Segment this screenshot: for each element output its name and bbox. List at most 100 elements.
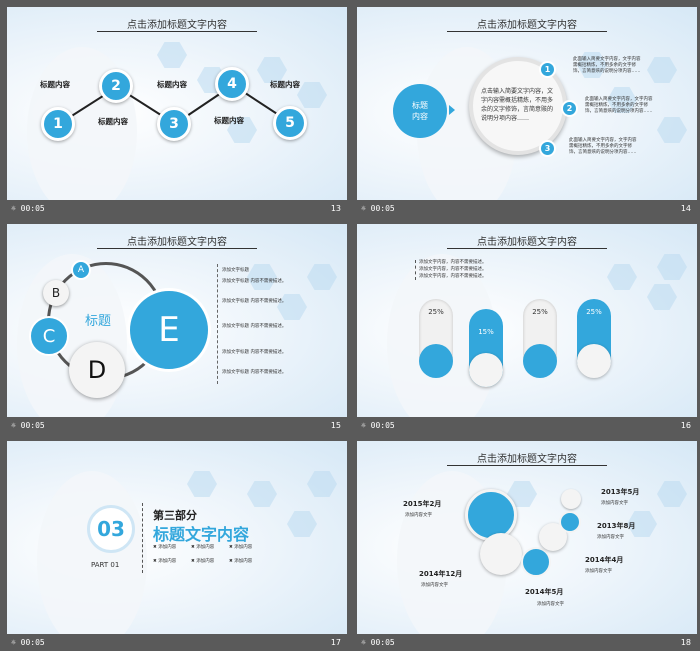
letter-a[interactable]: A (71, 260, 91, 280)
bg-hex-icon (607, 87, 637, 113)
percent-knob (469, 353, 503, 387)
percent-fill (419, 344, 453, 378)
add-item: ✖ 添加内容 (153, 545, 177, 550)
node-4[interactable]: 4 (215, 67, 249, 101)
slide-caption: ☼ 00:05 16 (357, 417, 697, 434)
timeline-date: 2015年2月 (403, 500, 442, 508)
slide-thumbnail-17[interactable]: 03 PART 01 第三部分 标题文字内容 ✖ 添加内容 ✖ 添加内容 ✖ 添… (7, 441, 347, 651)
add-item: ✖ 添加内容 (153, 559, 177, 564)
node-label: 标题内容 (270, 80, 300, 89)
bg-hex-icon (247, 481, 277, 507)
slide-title: 点击添加标题文字内容 (477, 237, 577, 248)
percent-label: 25% (532, 308, 548, 316)
item-note: 此面输入简要文字内容，文字内容需概括精炼，不用多余的文字修饰，言简意赅的说明分项… (569, 138, 637, 155)
slide-canvas: 点击添加标题文字内容 1 2 3 4 5 标题内容 标题内容 标题内容 标题内容… (7, 7, 347, 200)
item-1-badge[interactable]: 1 (539, 61, 556, 78)
bg-hex-icon (657, 481, 687, 507)
letter-d[interactable]: D (69, 342, 125, 398)
hand-image (37, 471, 147, 634)
title-underline (97, 31, 257, 32)
slide-thumbnail-14[interactable]: 点击添加标题文字内容 标题 内容 点击输入简要文字内容，文字内容需概括精炼，不用… (357, 7, 697, 217)
node-label: 标题内容 (214, 116, 244, 125)
add-item: ✖ 添加内容 (229, 559, 253, 564)
list-item: 添加文字标题 内容不需要描述。 (222, 324, 287, 329)
title-underline (447, 31, 607, 32)
percent-label: 25% (586, 308, 602, 316)
bg-hex-icon (287, 511, 317, 537)
percent-label: 25% (428, 308, 444, 316)
timeline-sub: 添加内容文字 (405, 513, 432, 518)
add-item: ✖ 添加内容 (191, 545, 215, 550)
bg-hex-icon (307, 264, 337, 290)
timing-label: ☼ 00:05 (11, 421, 45, 430)
slide-caption: ☼ 00:05 17 (7, 634, 347, 651)
node-label: 标题内容 (157, 80, 187, 89)
section-divider (142, 503, 144, 573)
content-body: 点击输入简要文字内容，文字内容需概括精炼，不用多余的文字修饰，言简意赅的说明分项… (481, 88, 554, 122)
bg-hex-icon (657, 117, 687, 143)
node-1[interactable]: 1 (41, 107, 75, 141)
percent-label: 15% (478, 328, 494, 336)
part-label: PART 01 (91, 561, 120, 569)
timeline-sub: 添加内容文字 (597, 535, 624, 540)
bg-hex-icon (657, 254, 687, 280)
percent-fill (523, 344, 557, 378)
letter-c[interactable]: C (29, 316, 69, 356)
item-3-badge[interactable]: 3 (539, 140, 556, 157)
slide-thumbnail-15[interactable]: 点击添加标题文字内容 A B C D E 标题 添加文字标题 添加文字标题 内容… (7, 224, 347, 434)
timeline-sub: 添加内容文字 (601, 501, 628, 506)
timing-label: ☼ 00:05 (361, 421, 395, 430)
section-index: 03 (87, 505, 135, 553)
slide-title: 点击添加标题文字内容 (127, 237, 227, 248)
connector-lines (58, 83, 292, 126)
node-5[interactable]: 5 (273, 106, 307, 140)
bg-hex-icon (277, 294, 307, 320)
slide-number: 13 (330, 204, 341, 213)
slide-thumbnail-13[interactable]: 点击添加标题文字内容 1 2 3 4 5 标题内容 标题内容 标题内容 标题内容… (7, 7, 347, 217)
node-label: 标题内容 (98, 117, 128, 126)
timeline-date: 2014年12月 (419, 570, 463, 578)
timeline-bubble[interactable] (480, 533, 522, 575)
add-item: ✖ 添加内容 (229, 545, 253, 550)
timeline-date: 2014年5月 (525, 588, 564, 596)
timeline-bubble[interactable] (521, 547, 551, 577)
slide-title: 点击添加标题文字内容 (477, 454, 577, 465)
bg-hex-icon (247, 264, 277, 290)
title-underline (447, 248, 607, 249)
letter-e[interactable]: E (127, 288, 211, 372)
timeline-date: 2013年5月 (601, 488, 640, 496)
section-label: 第三部分 (153, 509, 197, 522)
slide-canvas: 03 PART 01 第三部分 标题文字内容 ✖ 添加内容 ✖ 添加内容 ✖ 添… (7, 441, 347, 634)
slide-thumbnail-18[interactable]: 点击添加标题文字内容 2015年2月 添加内容文字 2014年12月 添加内容文… (357, 441, 697, 651)
node-label: 标题内容 (40, 80, 70, 89)
slide-thumbnail-16[interactable]: 点击添加标题文字内容 添加文字内容，内容不需要描述。 添加文字内容，内容不需要描… (357, 224, 697, 434)
item-note: 此面输入简要文字内容，文字内容需概括精炼，不用多余的文字修饰，言简意赅的说明分项… (573, 57, 641, 74)
item-2-badge[interactable]: 2 (561, 100, 578, 117)
slide-canvas: 点击添加标题文字内容 2015年2月 添加内容文字 2014年12月 添加内容文… (357, 441, 697, 634)
title-underline (97, 248, 257, 249)
slide-number: 18 (680, 638, 691, 647)
node-2[interactable]: 2 (99, 69, 133, 103)
percent-knob (577, 344, 611, 378)
timeline-bubble[interactable] (465, 489, 517, 541)
list-item: 添加文字标题 内容不需要描述。 (222, 350, 287, 355)
slide-title: 点击添加标题文字内容 (477, 20, 577, 31)
timeline-date: 2013年8月 (597, 522, 636, 530)
arrow-icon (449, 105, 455, 115)
timeline-date: 2014年4月 (585, 556, 624, 564)
slide-caption: ☼ 00:05 14 (357, 200, 697, 217)
list-item: 添加文字标题 内容不需要描述。 (222, 279, 287, 284)
list-item: 添加文字标题 内容不需要描述。 (222, 370, 287, 375)
add-item: ✖ 添加内容 (191, 559, 215, 564)
timeline-bubble[interactable] (559, 511, 581, 533)
divider (217, 264, 219, 384)
slide-canvas: 点击添加标题文字内容 标题 内容 点击输入简要文字内容，文字内容需概括精炼，不用… (357, 7, 697, 200)
note-line: 添加文字内容，内容不需要描述。 (419, 267, 487, 272)
note-line: 添加文字内容，内容不需要描述。 (419, 260, 487, 265)
node-3[interactable]: 3 (157, 107, 191, 141)
letter-b[interactable]: B (43, 280, 69, 306)
item-note: 此面输入简要文字内容，文字内容需概括精炼，不用多余的文字修饰，言简意赅的说明分项… (585, 97, 653, 114)
timeline-bubble[interactable] (561, 489, 581, 509)
topic-badge[interactable]: 标题 内容 (393, 84, 447, 138)
slide-number: 14 (680, 204, 691, 213)
